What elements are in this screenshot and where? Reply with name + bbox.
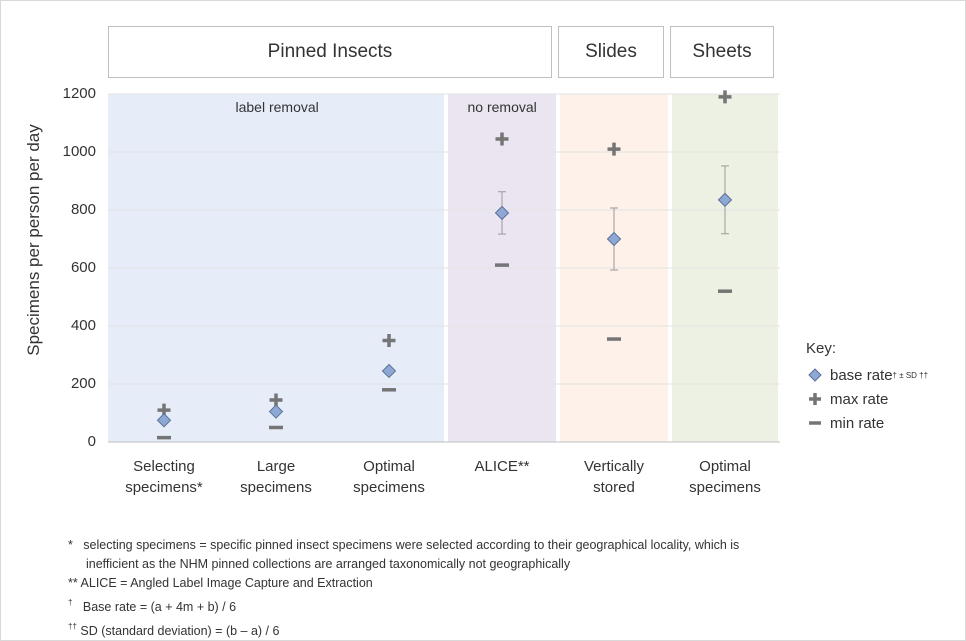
footnote-4: †† SD (standard deviation) = (b – a) / 6 xyxy=(68,617,739,641)
base-rate-point xyxy=(717,192,733,208)
y-tick-label: 400 xyxy=(70,317,96,334)
max-rate-point xyxy=(607,142,621,156)
footnote-mark: ** xyxy=(68,576,78,590)
y-tick-label: 0 xyxy=(87,433,96,450)
legend-title: Key: xyxy=(806,340,837,357)
chart-gridlines xyxy=(108,93,780,385)
footnote-text: Base rate = (a + 4m + b) / 6 xyxy=(82,600,237,614)
y-axis-label: Specimens per person per day xyxy=(24,124,43,356)
x-category-label: Selecting specimens* xyxy=(125,458,203,496)
footnote-text: selecting specimens = specific pinned in… xyxy=(83,538,740,552)
group-header: Pinned Insects xyxy=(108,26,552,78)
footnote-1: * selecting specimens = specific pinned … xyxy=(68,536,739,555)
max-rate-point xyxy=(269,393,283,407)
base-rate-point xyxy=(156,413,172,428)
footnote-mark: † xyxy=(68,598,73,607)
group-header: Slides xyxy=(558,26,664,78)
base-rate-point xyxy=(268,404,284,419)
y-tick-label: 1000 xyxy=(62,143,96,160)
base-rate-point xyxy=(606,231,622,247)
footnote-text: ALICE = Angled Label Image Capture and E… xyxy=(80,576,373,590)
diamond-icon xyxy=(806,366,824,384)
legend-diamond xyxy=(808,368,822,382)
footnote-3: † Base rate = (a + 4m + b) / 6 xyxy=(68,593,739,617)
x-category-label: Large specimens xyxy=(240,458,312,496)
max-rate-point xyxy=(718,90,732,104)
base-rate-point xyxy=(381,363,397,379)
footnote-text: inefficient as the NHM pinned collection… xyxy=(86,557,571,571)
legend-item-base-rate: base rate † ± SD †† xyxy=(806,363,928,387)
max-rate-point xyxy=(495,132,509,146)
region-label: label removal xyxy=(235,99,319,115)
y-tick-label: 1200 xyxy=(62,85,96,102)
footnote-2: ** ALICE = Angled Label Image Capture an… xyxy=(68,574,739,593)
x-category-label: Optimal specimens xyxy=(689,458,761,496)
footnote-mark: * xyxy=(68,538,73,552)
footnote-1-cont: inefficient as the NHM pinned collection… xyxy=(68,555,739,574)
legend-label-min-rate: min rate xyxy=(830,414,885,432)
y-tick-label: 800 xyxy=(70,201,96,218)
x-category-label: Optimal specimens xyxy=(353,458,425,496)
chart-marks xyxy=(156,90,733,440)
legend-plus xyxy=(809,393,821,405)
minus-icon xyxy=(806,414,824,432)
y-tick-label: 600 xyxy=(70,259,96,276)
legend-label-base-rate: base rate xyxy=(830,366,893,384)
max-rate-point xyxy=(382,334,396,347)
legend-sup-base-rate: † ± SD †† xyxy=(892,370,929,380)
x-category-label: ALICE** xyxy=(474,458,530,475)
legend-label-max-rate: max rate xyxy=(830,390,889,408)
legend: Key: base rate † ± SD †† max rate min ra… xyxy=(806,340,928,435)
region-label: no removal xyxy=(467,99,537,115)
footnote-text: SD (standard deviation) = (b – a) / 6 xyxy=(80,624,280,638)
x-category-label: Vertically stored xyxy=(583,458,645,496)
base-rate-point xyxy=(494,205,510,221)
y-tick-label: 200 xyxy=(70,375,96,392)
footnote-mark: †† xyxy=(68,622,77,631)
footnotes: * selecting specimens = specific pinned … xyxy=(68,536,739,641)
group-header: Sheets xyxy=(670,26,774,78)
plus-icon xyxy=(806,390,824,408)
legend-item-min-rate: min rate xyxy=(806,411,928,435)
legend-item-max-rate: max rate xyxy=(806,387,928,411)
